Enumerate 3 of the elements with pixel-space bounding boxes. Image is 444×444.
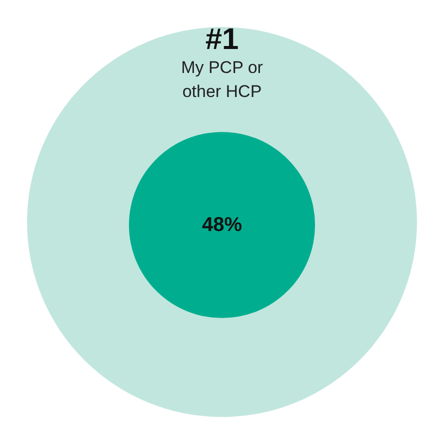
category-label: My PCP or other HCP [181, 58, 264, 101]
data-label: 48% [202, 214, 242, 236]
text: #1 [205, 23, 239, 56]
